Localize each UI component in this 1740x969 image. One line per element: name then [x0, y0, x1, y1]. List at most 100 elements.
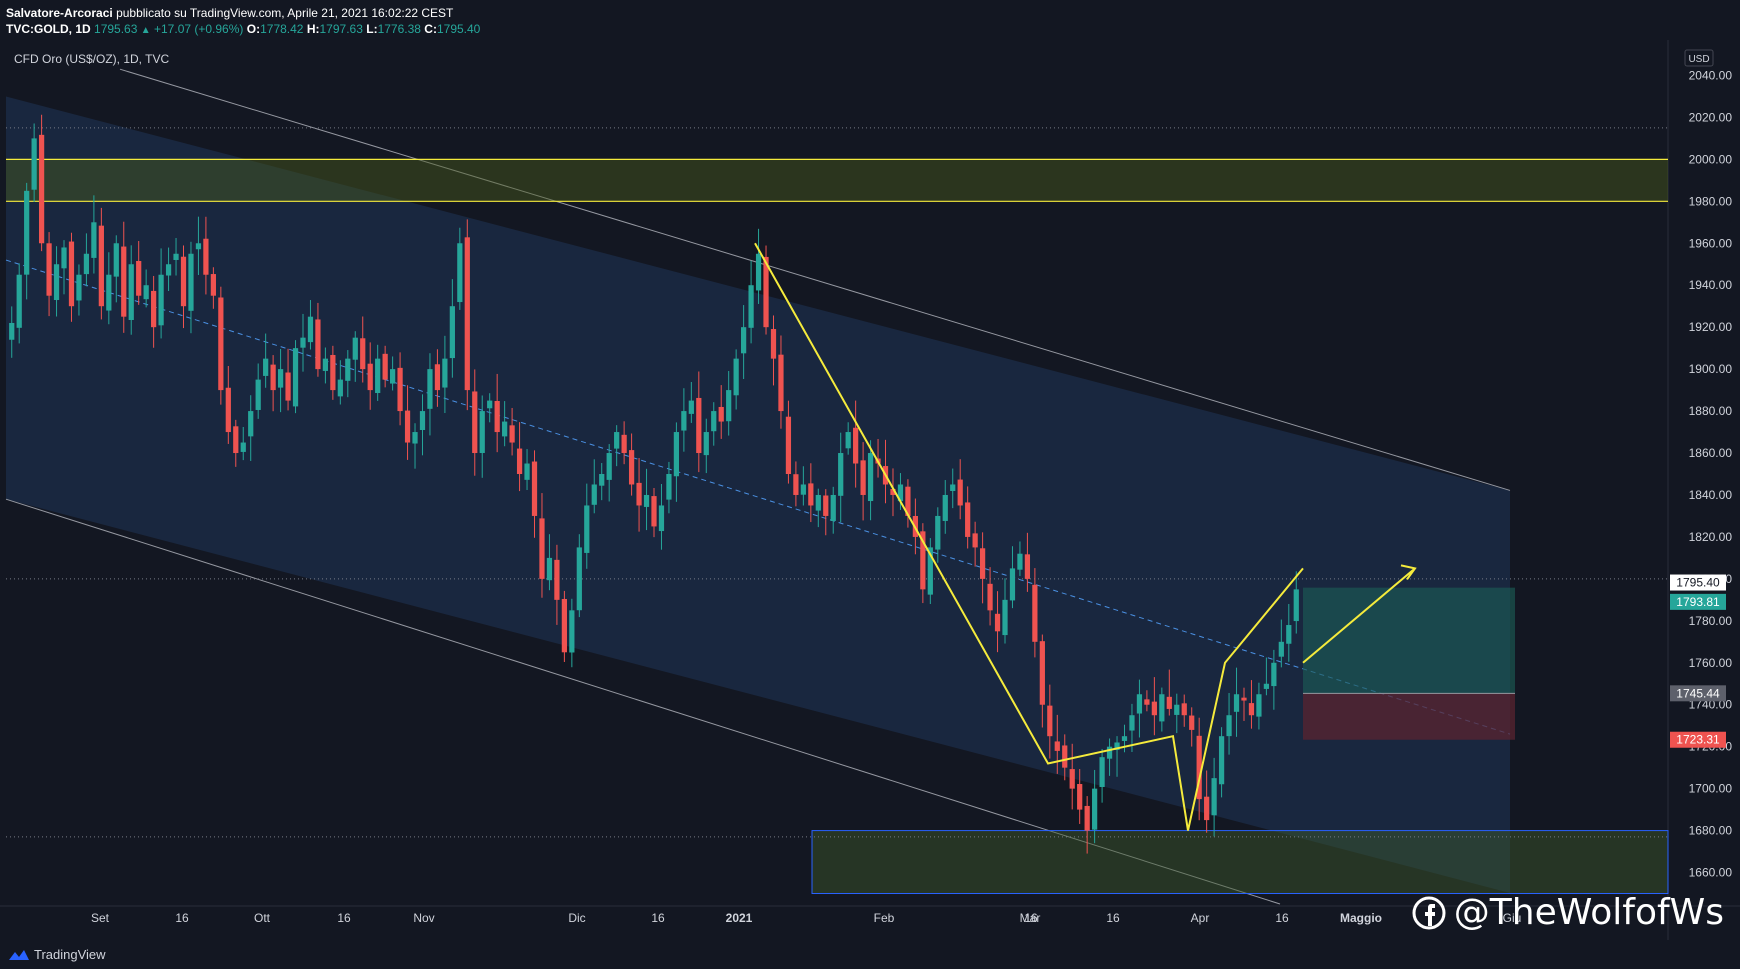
last-price: 1795.63 — [94, 22, 138, 36]
price-tick: 1980.00 — [1689, 194, 1733, 208]
candle-body — [905, 486, 911, 516]
candle-body — [853, 427, 859, 464]
candle-body — [965, 502, 971, 537]
candle-body — [389, 369, 396, 384]
candle-body — [688, 400, 694, 414]
watermark-text: @TheWolfofWs — [1453, 892, 1724, 933]
candle-body — [158, 274, 164, 326]
price-tick: 1760.00 — [1689, 656, 1733, 670]
resistance-zone — [6, 159, 1668, 202]
time-tick: Maggio — [1340, 911, 1382, 925]
candle-body — [935, 515, 941, 550]
low-label: L: — [366, 22, 378, 36]
candle-body — [1129, 715, 1135, 731]
candle-body — [681, 411, 687, 431]
price-label-text: 1745.44 — [1676, 686, 1720, 700]
candle-body — [1017, 553, 1023, 570]
position-stop-zone — [1303, 693, 1515, 740]
candle-body — [277, 369, 284, 388]
candle-body — [382, 353, 388, 380]
candle-body — [128, 264, 134, 321]
candle-body — [1136, 694, 1143, 714]
candle-body — [1233, 694, 1240, 712]
candle-body — [614, 432, 620, 449]
candle-body — [151, 290, 157, 328]
time-tick: Set — [91, 911, 110, 925]
price-label-text: 1793.81 — [1676, 595, 1720, 609]
candle-body — [1092, 788, 1098, 830]
candle-body — [1278, 641, 1284, 657]
candle-body — [778, 354, 784, 412]
candle-body — [367, 363, 373, 391]
candle-body — [404, 410, 411, 443]
candle-body — [673, 432, 680, 477]
low-value: 1776.38 — [377, 22, 421, 36]
candle-body — [509, 425, 515, 443]
price-tick: 1920.00 — [1689, 320, 1733, 334]
candle-body — [98, 225, 104, 307]
candle-body — [554, 559, 560, 600]
price-label-gray — [1670, 685, 1726, 702]
candle-body — [1047, 705, 1053, 737]
candle-body — [434, 364, 441, 391]
candle-body — [1211, 778, 1217, 816]
candle-body — [188, 253, 194, 311]
candle-body — [487, 400, 493, 409]
price-label-text: 1795.40 — [1676, 576, 1720, 590]
candle-body — [897, 484, 904, 502]
candle-body — [1009, 568, 1016, 601]
time-tick: Dic — [568, 911, 585, 925]
candle-body — [1189, 715, 1195, 730]
time-tick: Apr — [1191, 911, 1210, 925]
candle-body — [546, 557, 553, 581]
watermark: @TheWolfofWs — [1412, 892, 1724, 933]
candle-body — [666, 474, 672, 500]
change-up-icon: ▲ — [140, 25, 151, 36]
candle-body — [1032, 584, 1038, 642]
candle-body — [248, 411, 254, 437]
candle-body — [838, 453, 844, 496]
candle-body — [815, 494, 821, 511]
price-tick: 1860.00 — [1689, 446, 1733, 460]
price-tick: 1660.00 — [1689, 866, 1733, 880]
candle-body — [591, 484, 597, 505]
price-tick: 1680.00 — [1689, 824, 1733, 838]
price-tick: 2000.00 — [1689, 152, 1733, 166]
time-tick: 16 — [337, 911, 351, 925]
price-label-current — [1670, 574, 1726, 591]
candle-body — [315, 319, 321, 370]
price-tick: 1840.00 — [1689, 488, 1733, 502]
candle-body — [31, 138, 37, 190]
candle-body — [561, 598, 567, 653]
candle-body — [741, 327, 747, 354]
price-tick: 1900.00 — [1689, 362, 1733, 376]
candle-body — [38, 134, 45, 244]
candle-body — [195, 243, 202, 250]
candle-body — [584, 505, 590, 553]
candle-body — [412, 432, 418, 444]
publish-info: Salvatore-Arcoraci pubblicato su Trading… — [6, 6, 453, 20]
candle-body — [76, 274, 82, 301]
candle-body — [225, 387, 231, 433]
candle-body — [1121, 736, 1128, 741]
time-tick: Nov — [413, 911, 434, 925]
facebook-icon — [1412, 896, 1446, 929]
price-tick: 1780.00 — [1689, 614, 1733, 628]
candle-body — [957, 479, 963, 506]
time-tick: 16 — [1106, 911, 1120, 925]
change-value: +17.07 (+0.96%) — [154, 22, 244, 36]
candle-body — [1174, 704, 1180, 715]
candle-body — [516, 448, 523, 474]
price-tick: 1820.00 — [1689, 530, 1733, 544]
candle-body — [1099, 757, 1105, 787]
candle-body — [733, 358, 739, 396]
candle-body — [703, 432, 709, 456]
candle-body — [1241, 697, 1247, 701]
time-tick: Giu — [1503, 911, 1522, 925]
candle-body — [606, 453, 612, 480]
candle-body — [1293, 589, 1299, 622]
candle-body — [1144, 699, 1150, 705]
candle-body — [203, 238, 209, 275]
candle-body — [210, 274, 216, 296]
